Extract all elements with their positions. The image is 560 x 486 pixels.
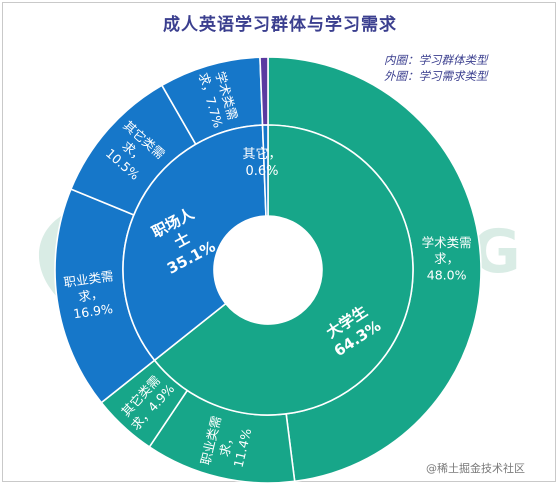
outer-label-5: 学术类需求，7.7% (196, 66, 242, 129)
donut-hole (214, 216, 322, 324)
chart-title: 成人英语学习群体与学习需求 (163, 15, 397, 35)
inner-label-2: 其它， 0.6% (242, 146, 281, 179)
source-credit: @稀土掘金技术社区 (426, 462, 525, 475)
ring-legend: 内圈：学习群体类型 外圈：学习需求类型 (384, 52, 488, 84)
outer-label-0: 学术类需求， 48.0% (422, 235, 472, 283)
legend-inner-ring: 内圈：学习群体类型 (384, 53, 488, 67)
inner-ring (122, 124, 414, 416)
legend-outer-ring: 外圈：学习需求类型 (384, 69, 488, 83)
outer-label-3: 职业类需求，16.9% (63, 268, 119, 322)
